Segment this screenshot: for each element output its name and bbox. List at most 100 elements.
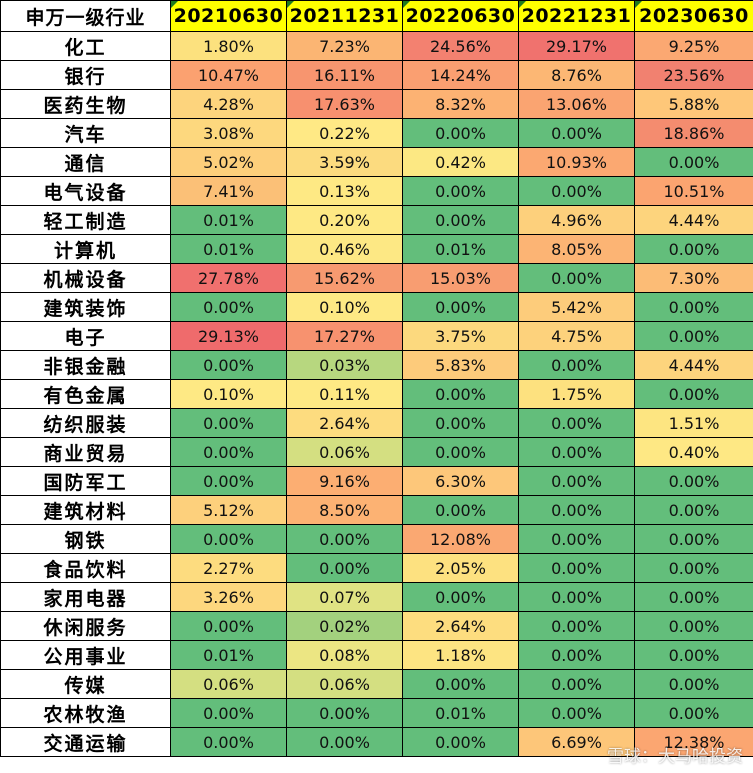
- header-row: 申万一级行业 20210630 20211231 20220630 202212…: [0, 0, 753, 32]
- table-row: 建筑装饰 0.00% 0.10% 0.00% 5.42% 0.00%: [0, 292, 753, 322]
- weight-cell: 4.44%: [634, 205, 753, 235]
- weight-cell: 0.00%: [402, 379, 519, 409]
- table-row: 纺织服装 0.00% 2.64% 0.00% 0.00% 1.51%: [0, 408, 753, 438]
- weight-cell: 6.30%: [402, 466, 519, 496]
- table-row: 农林牧渔 0.00% 0.00% 0.01% 0.00% 0.00%: [0, 698, 753, 728]
- weight-cell: 5.12%: [170, 495, 287, 525]
- weight-cell: 0.00%: [518, 495, 635, 525]
- weight-cell: 0.00%: [402, 408, 519, 438]
- weight-cell: 0.00%: [634, 147, 753, 177]
- weight-cell: 3.08%: [170, 118, 287, 148]
- weight-cell: 0.01%: [402, 698, 519, 728]
- weight-cell: 9.16%: [286, 466, 403, 496]
- table-row: 电子 29.13% 17.27% 3.75% 4.75% 0.00%: [0, 321, 753, 351]
- weight-cell: 0.00%: [402, 495, 519, 525]
- table-row: 钢铁 0.00% 0.00% 12.08% 0.00% 0.00%: [0, 524, 753, 554]
- weight-cell: 23.56%: [634, 60, 753, 90]
- weight-cell: 0.08%: [286, 640, 403, 670]
- weight-cell: 0.01%: [170, 640, 287, 670]
- industry-name-cell: 交通运输: [0, 727, 171, 757]
- weight-cell: 0.00%: [170, 408, 287, 438]
- weight-cell: 0.00%: [518, 582, 635, 612]
- weight-cell: 0.00%: [634, 466, 753, 496]
- weight-cell: 0.13%: [286, 176, 403, 206]
- table-body: 化工 1.80% 7.23% 24.56% 29.17% 9.25% 银行 10.47% 16.…: [0, 31, 753, 757]
- weight-cell: 24.56%: [402, 31, 519, 61]
- table-row: 商业贸易 0.00% 0.06% 0.00% 0.00% 0.40%: [0, 437, 753, 467]
- weight-cell: 0.00%: [286, 698, 403, 728]
- weight-cell: 0.00%: [634, 640, 753, 670]
- weight-cell: 12.38%: [634, 727, 753, 757]
- weight-cell: 0.00%: [634, 524, 753, 554]
- weight-cell: 0.00%: [634, 669, 753, 699]
- table-row: 休闲服务 0.00% 0.02% 2.64% 0.00% 0.00%: [0, 611, 753, 641]
- weight-cell: 5.42%: [518, 292, 635, 322]
- table-row: 汽车 3.08% 0.22% 0.00% 0.00% 18.86%: [0, 118, 753, 148]
- weight-cell: 0.20%: [286, 205, 403, 235]
- industry-name-cell: 医药生物: [0, 89, 171, 119]
- date-header: 20230630: [634, 0, 753, 32]
- weight-cell: 0.03%: [286, 350, 403, 380]
- industry-name-cell: 食品饮料: [0, 553, 171, 583]
- weight-cell: 5.02%: [170, 147, 287, 177]
- weight-cell: 0.00%: [518, 176, 635, 206]
- industry-name-cell: 纺织服装: [0, 408, 171, 438]
- weight-cell: 0.10%: [286, 292, 403, 322]
- weight-cell: 0.10%: [170, 379, 287, 409]
- table-row: 电气设备 7.41% 0.13% 0.00% 0.00% 10.51%: [0, 176, 753, 206]
- industry-column-header: 申万一级行业: [0, 0, 171, 32]
- weight-cell: 0.07%: [286, 582, 403, 612]
- weight-cell: 0.00%: [170, 292, 287, 322]
- weight-cell: 2.64%: [286, 408, 403, 438]
- weight-cell: 0.06%: [170, 669, 287, 699]
- table-row: 非银金融 0.00% 0.03% 5.83% 0.00% 4.44%: [0, 350, 753, 380]
- table-row: 家用电器 3.26% 0.07% 0.00% 0.00% 0.00%: [0, 582, 753, 612]
- weight-cell: 3.26%: [170, 582, 287, 612]
- weight-cell: 0.02%: [286, 611, 403, 641]
- weight-cell: 0.01%: [402, 234, 519, 264]
- weight-cell: 0.00%: [170, 611, 287, 641]
- weight-cell: 8.32%: [402, 89, 519, 119]
- industry-name-cell: 农林牧渔: [0, 698, 171, 728]
- weight-cell: 17.63%: [286, 89, 403, 119]
- table-row: 银行 10.47% 16.11% 14.24% 8.76% 23.56%: [0, 60, 753, 90]
- weight-cell: 0.00%: [634, 379, 753, 409]
- weight-cell: 0.06%: [286, 437, 403, 467]
- weight-cell: 0.00%: [286, 727, 403, 757]
- weight-cell: 0.00%: [634, 611, 753, 641]
- industry-name-cell: 轻工制造: [0, 205, 171, 235]
- weight-cell: 0.00%: [402, 118, 519, 148]
- date-header: 20221231: [518, 0, 635, 32]
- weight-cell: 0.22%: [286, 118, 403, 148]
- table-row: 建筑材料 5.12% 8.50% 0.00% 0.00% 0.00%: [0, 495, 753, 525]
- industry-name-cell: 建筑材料: [0, 495, 171, 525]
- date-header: 20220630: [402, 0, 519, 32]
- industry-name-cell: 传媒: [0, 669, 171, 699]
- weight-cell: 0.00%: [402, 669, 519, 699]
- weight-cell: 0.00%: [634, 698, 753, 728]
- weight-cell: 10.51%: [634, 176, 753, 206]
- industry-name-cell: 电气设备: [0, 176, 171, 206]
- weight-cell: 3.75%: [402, 321, 519, 351]
- weight-cell: 0.00%: [170, 727, 287, 757]
- weight-cell: 0.11%: [286, 379, 403, 409]
- weight-cell: 6.69%: [518, 727, 635, 757]
- weight-cell: 0.42%: [402, 147, 519, 177]
- weight-cell: 0.00%: [402, 292, 519, 322]
- weight-cell: 0.00%: [518, 611, 635, 641]
- table-row: 传媒 0.06% 0.06% 0.00% 0.00% 0.00%: [0, 669, 753, 699]
- weight-cell: 16.11%: [286, 60, 403, 90]
- table-row: 有色金属 0.10% 0.11% 0.00% 1.75% 0.00%: [0, 379, 753, 409]
- weight-cell: 29.17%: [518, 31, 635, 61]
- weight-cell: 0.00%: [402, 727, 519, 757]
- weight-cell: 29.13%: [170, 321, 287, 351]
- industry-name-cell: 计算机: [0, 234, 171, 264]
- weight-cell: 18.86%: [634, 118, 753, 148]
- weight-cell: 0.00%: [402, 437, 519, 467]
- weight-cell: 5.88%: [634, 89, 753, 119]
- weight-cell: 0.00%: [402, 205, 519, 235]
- weight-cell: 8.76%: [518, 60, 635, 90]
- industry-name-cell: 休闲服务: [0, 611, 171, 641]
- weight-cell: 0.00%: [402, 582, 519, 612]
- date-header: 20211231: [286, 0, 403, 32]
